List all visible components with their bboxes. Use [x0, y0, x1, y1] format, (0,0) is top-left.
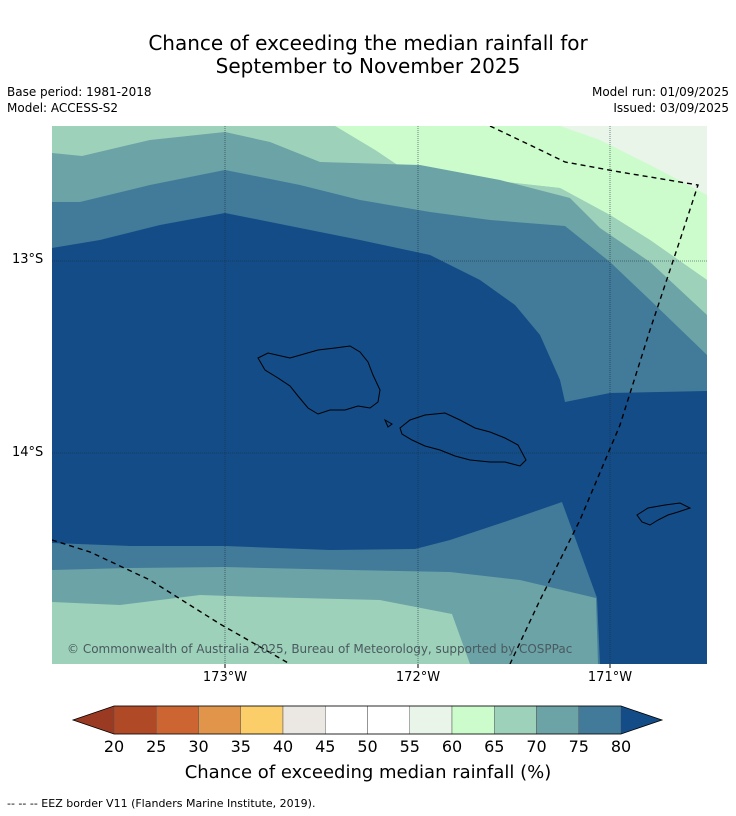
chart-title-line2: September to November 2025 [215, 54, 521, 78]
colorbar-cell [198, 705, 241, 735]
lon-label-171w: 171°W [587, 670, 633, 685]
colorbar-tick-label: 75 [568, 737, 589, 756]
colorbar-tick-label: 45 [315, 737, 336, 756]
eez-border-east [489, 126, 699, 664]
coastlines [257, 345, 692, 526]
colorbar-over-triangle [621, 706, 662, 734]
colorbar-cell [113, 705, 157, 735]
colorbar-tick-label: 55 [399, 737, 420, 756]
band-55-60 [490, 126, 707, 195]
colorbar-tick-label: 70 [526, 737, 547, 756]
colorbar-cell [325, 705, 368, 735]
colorbar-tick-label: 50 [357, 737, 378, 756]
lat-label-13s: 13°S [12, 252, 44, 267]
colorbar-tick-label: 35 [230, 737, 251, 756]
upolu-island [399, 412, 527, 467]
colorbar-title: Chance of exceeding median rainfall (%) [184, 762, 552, 783]
colorbar-cell [282, 705, 326, 735]
colorbar-outline [71, 705, 664, 735]
colorbar [71, 705, 664, 735]
colorbar-cell [240, 705, 284, 735]
colorbar-cell [367, 705, 410, 735]
eez-footnote: -- -- -- EEZ border V11 (Flanders Marine… [7, 797, 316, 810]
colorbar-tick-label: 20 [103, 737, 125, 756]
colorbar-cell [494, 705, 537, 735]
colorbar-tick-label: 60 [441, 737, 463, 756]
colorbar-tick-label: 30 [188, 737, 209, 756]
model-run-text: Model run: 01/09/2025 [591, 85, 729, 99]
colorbar-tick-label: 65 [484, 737, 505, 756]
lat-label-14s: 14°S [12, 445, 44, 460]
colorbar-tick-label: 40 [272, 737, 294, 756]
colorbar-cell [156, 705, 199, 735]
colorbar-cells [113, 705, 622, 735]
model-text: Model: ACCESS-S2 [7, 101, 119, 115]
eez-border [52, 126, 699, 664]
chart-title-line1: Chance of exceeding the median rainfall … [148, 31, 588, 55]
colorbar-tick-label: 25 [146, 737, 167, 756]
axis-ticks [224, 664, 611, 668]
map-area: © Commonwealth of Australia 2025, Bureau… [52, 126, 707, 664]
copyright-text: © Commonwealth of Australia 2025, Bureau… [67, 642, 572, 656]
colorbar-under-triangle [73, 706, 114, 734]
band-80-plus [52, 213, 707, 664]
colorbar-cell [409, 705, 453, 735]
base-period-text: Base period: 1981-2018 [7, 85, 152, 99]
colorbar-cell [578, 705, 622, 735]
issued-text: Issued: 03/09/2025 [613, 101, 729, 115]
colorbar-cell [536, 705, 579, 735]
colorbar-cell [451, 705, 495, 735]
manono-island [383, 418, 393, 428]
tutuila-island [636, 502, 692, 526]
graticule [52, 126, 707, 664]
colorbar-tick-label: 80 [610, 737, 632, 756]
lon-label-172w: 172°W [395, 670, 441, 685]
savaii-island [257, 345, 381, 415]
lon-label-173w: 173°W [202, 670, 248, 685]
